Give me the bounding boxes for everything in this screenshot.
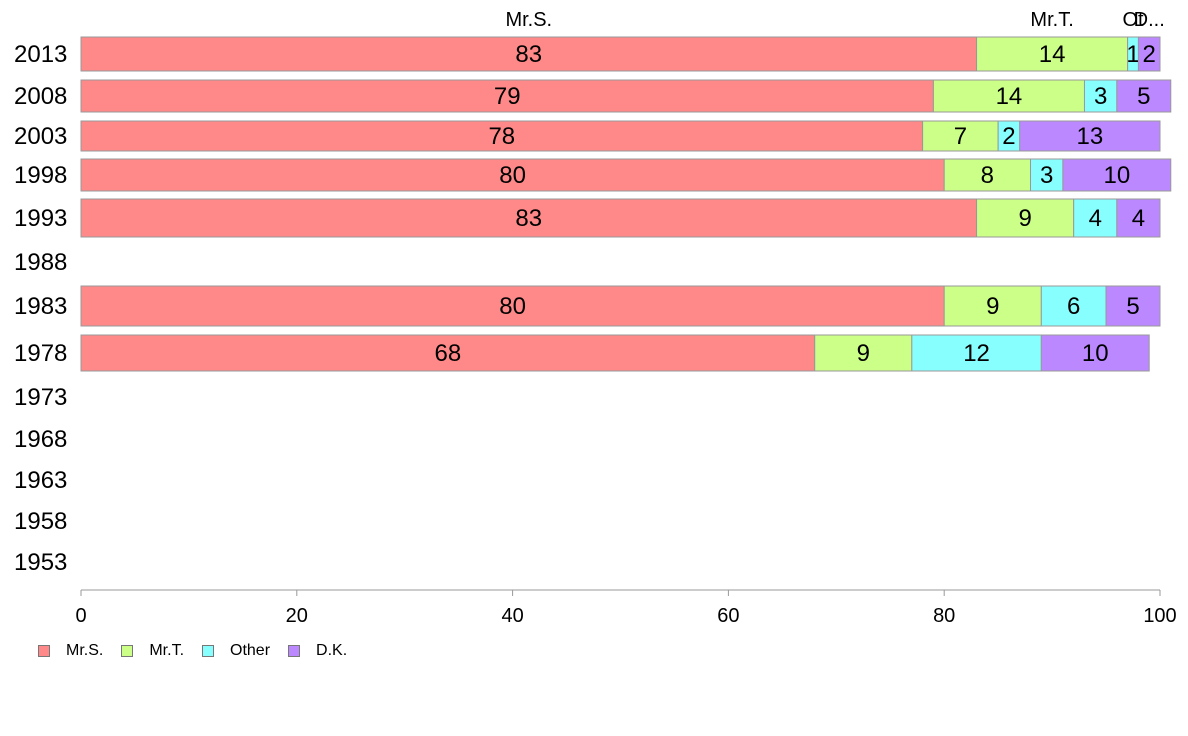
y-tick-label: 1988: [14, 249, 67, 276]
bar-segment: [922, 120, 999, 152]
legend-swatch: [202, 645, 215, 657]
bar-segment: [976, 36, 1129, 72]
data-label: 1: [1126, 41, 1139, 68]
top-series-label: Mr.T.: [1030, 9, 1073, 31]
data-label: 5: [1126, 293, 1139, 320]
legend-item: D.K.: [288, 642, 347, 660]
legend-swatch: [288, 645, 301, 657]
y-tick-label: 1968: [14, 426, 67, 453]
data-label: 80: [499, 293, 526, 320]
bar-segment: [80, 120, 924, 152]
legend-label: Other: [230, 642, 271, 659]
bar-segment: [1083, 79, 1118, 113]
bar-segment: [80, 198, 978, 238]
legend-item: Other: [202, 642, 270, 660]
bar-segment: [80, 158, 945, 192]
legend: Mr.S. Mr.T. Other D.K.: [38, 642, 365, 660]
top-series-label: D...: [1134, 9, 1165, 31]
bar-segment: [932, 79, 1085, 113]
data-label: 3: [1040, 162, 1053, 189]
data-label: 9: [1018, 205, 1031, 232]
bar-segment: [1030, 158, 1064, 192]
data-label: 7: [954, 123, 967, 150]
legend-swatch: [38, 645, 50, 657]
data-label: 4: [1089, 205, 1102, 232]
data-label: 80: [499, 162, 526, 189]
y-tick-label: 2013: [14, 41, 67, 68]
y-tick-label: 1983: [14, 293, 67, 320]
bar-segment: [943, 285, 1042, 327]
y-tick-label: 1973: [14, 384, 67, 411]
data-label: 78: [488, 123, 515, 150]
bar-segment: [80, 79, 934, 113]
data-label: 12: [963, 340, 990, 367]
x-axis: 0 20 40 60 80 100: [75, 589, 1177, 627]
data-label: 8: [981, 162, 994, 189]
bar-segment: [1105, 285, 1161, 327]
y-tick-label: 1953: [14, 549, 67, 576]
legend-item: Mr.S.: [38, 642, 103, 660]
y-axis: 2013 2008 2003 1998 1993 1988 1983 1978 1973 1968…: [14, 41, 67, 576]
bar-segment: [1073, 198, 1118, 238]
data-label: 68: [435, 340, 462, 367]
data-label: 2: [1143, 41, 1156, 68]
bar-segment: [1116, 198, 1161, 238]
top-series-labels: Mr.S. Mr.T. OtD...: [505, 9, 1164, 31]
bar-segment: [80, 334, 816, 372]
data-label: 3: [1094, 83, 1107, 110]
legend-swatch: [121, 645, 134, 657]
bar-segment: [1137, 36, 1161, 72]
bar-segment: [1040, 334, 1150, 372]
x-tick-label: 20: [286, 605, 308, 627]
legend-label: D.K.: [316, 642, 348, 659]
data-label: 2: [1002, 123, 1015, 150]
y-tick-label: 1993: [14, 205, 67, 232]
legend-label: Mr.S.: [66, 642, 104, 659]
legend-item: Mr.T.: [121, 642, 184, 660]
data-label: 5: [1137, 83, 1150, 110]
data-label: 9: [857, 340, 870, 367]
x-tick-label: 0: [75, 605, 86, 627]
bar-segment: [1019, 120, 1161, 152]
bar-segment: [80, 36, 978, 72]
data-label: 14: [1039, 41, 1066, 68]
data-label: 9: [986, 293, 999, 320]
data-label: 79: [494, 83, 521, 110]
y-tick-label: 2008: [14, 83, 67, 110]
data-label: 83: [515, 205, 542, 232]
data-label: 10: [1103, 162, 1130, 189]
y-tick-label: 1963: [14, 467, 67, 494]
bar-segment: [1116, 79, 1172, 113]
bar-segment: [814, 334, 913, 372]
x-tick-label: 80: [933, 605, 955, 627]
y-tick-label: 1978: [14, 340, 67, 367]
x-tick-label: 100: [1143, 605, 1176, 627]
data-label: 10: [1082, 340, 1109, 367]
data-label: 6: [1067, 293, 1080, 320]
top-series-label: Mr.S.: [505, 9, 552, 31]
bar-segment: [1062, 158, 1172, 192]
bar-segment: [976, 198, 1075, 238]
y-tick-label: 2003: [14, 123, 67, 150]
y-tick-label: 1958: [14, 508, 67, 535]
x-tick-label: 60: [717, 605, 739, 627]
bar-segment: [943, 158, 1032, 192]
data-label: 13: [1077, 123, 1104, 150]
top-series-label: Ot: [1122, 9, 1144, 31]
data-label: 4: [1132, 205, 1145, 232]
x-tick-label: 40: [501, 605, 523, 627]
bar-segment: [80, 285, 945, 327]
data-label: 83: [515, 41, 542, 68]
legend-label: Mr.T.: [149, 642, 185, 659]
data-label: 14: [996, 83, 1023, 110]
y-tick-label: 1998: [14, 162, 67, 189]
